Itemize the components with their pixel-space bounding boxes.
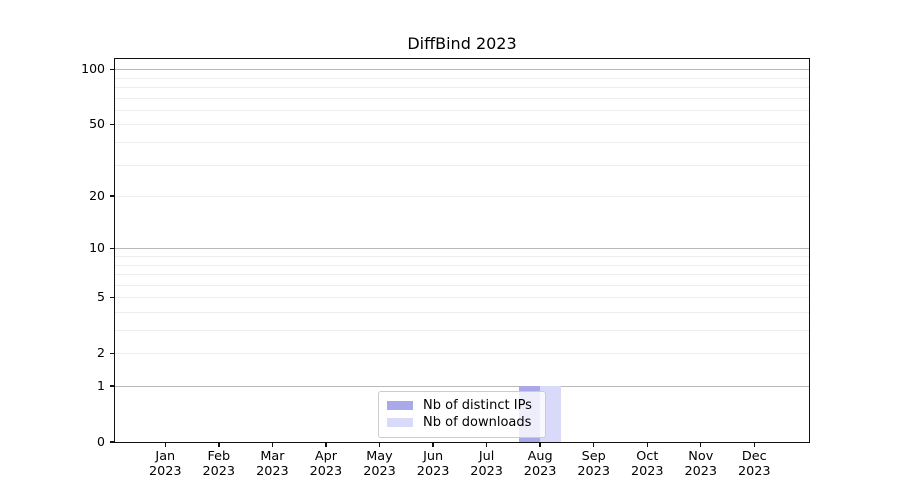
y-tick-label: 0 bbox=[97, 434, 105, 449]
x-tick-label: Aug 2023 bbox=[523, 449, 557, 479]
x-tick-label: Jan 2023 bbox=[149, 449, 182, 479]
gridline bbox=[115, 353, 809, 355]
x-tick-label: Oct 2023 bbox=[631, 449, 664, 479]
x-tick-mark bbox=[593, 443, 595, 447]
y-tick-label: 1 bbox=[97, 378, 105, 393]
y-tick-label: 100 bbox=[81, 61, 105, 77]
x-tick-label: Dec 2023 bbox=[738, 449, 771, 479]
x-tick-label: Mar 2023 bbox=[256, 449, 289, 479]
gridline bbox=[115, 274, 809, 275]
y-tick-mark bbox=[110, 385, 114, 387]
gridline bbox=[115, 297, 809, 299]
gridline bbox=[115, 196, 809, 198]
x-tick-mark bbox=[164, 443, 166, 447]
gridline bbox=[115, 284, 809, 286]
y-tick-mark bbox=[110, 441, 114, 443]
gridline bbox=[115, 142, 809, 143]
y-tick-label: 50 bbox=[89, 116, 105, 132]
y-tick-label: 5 bbox=[97, 289, 105, 305]
y-tick-mark bbox=[110, 68, 114, 70]
x-tick-mark bbox=[646, 443, 648, 447]
y-tick-mark bbox=[110, 296, 114, 298]
x-tick-mark bbox=[700, 443, 702, 447]
x-tick-label: Jul 2023 bbox=[470, 449, 503, 479]
legend-label-distinct-ips: Nb of distinct IPs bbox=[423, 398, 532, 413]
legend-swatch-downloads bbox=[387, 417, 413, 428]
gridline bbox=[115, 109, 809, 111]
x-tick-mark bbox=[432, 443, 434, 447]
legend-item-downloads: Nb of downloads bbox=[387, 414, 545, 431]
gridline bbox=[115, 164, 809, 166]
y-tick-label: 10 bbox=[89, 240, 105, 256]
y-tick-label: 20 bbox=[89, 188, 105, 204]
y-tick-mark bbox=[110, 195, 114, 197]
x-tick-mark bbox=[539, 443, 541, 447]
gridline bbox=[115, 386, 809, 387]
y-tick-label: 2 bbox=[97, 345, 105, 361]
y-tick-mark bbox=[110, 247, 114, 249]
gridline bbox=[115, 124, 809, 126]
x-tick-label: Sep 2023 bbox=[577, 449, 610, 479]
plot-area: Nb of distinct IPs Nb of downloads bbox=[114, 58, 810, 443]
x-tick-mark bbox=[271, 443, 274, 447]
x-tick-mark bbox=[753, 443, 755, 447]
x-tick-mark bbox=[325, 443, 327, 447]
gridline bbox=[115, 248, 809, 250]
gridline bbox=[115, 97, 809, 99]
x-tick-label: Feb 2023 bbox=[202, 449, 236, 479]
legend-label-downloads: Nb of downloads bbox=[423, 415, 532, 430]
x-tick-mark bbox=[485, 443, 488, 447]
x-tick-label: Nov 2023 bbox=[684, 449, 718, 479]
legend-item-distinct-ips: Nb of distinct IPs bbox=[387, 397, 545, 414]
legend: Nb of distinct IPs Nb of downloads bbox=[378, 391, 546, 438]
y-tick-mark bbox=[110, 352, 114, 354]
y-tick-mark bbox=[110, 123, 114, 126]
gridline bbox=[115, 256, 809, 257]
gridline bbox=[115, 87, 809, 88]
gridline bbox=[115, 264, 809, 266]
gridline bbox=[115, 77, 809, 79]
x-tick-label: May 2023 bbox=[363, 449, 396, 479]
x-tick-mark bbox=[218, 443, 220, 447]
gridline bbox=[115, 312, 809, 313]
gridline bbox=[115, 69, 809, 71]
x-tick-label: Apr 2023 bbox=[309, 449, 343, 479]
gridline bbox=[115, 330, 809, 331]
x-tick-mark bbox=[378, 443, 381, 447]
chart-title: DiffBind 2023 bbox=[407, 34, 517, 53]
legend-swatch-distinct-ips bbox=[387, 400, 413, 411]
x-tick-label: Jun 2023 bbox=[416, 449, 450, 479]
